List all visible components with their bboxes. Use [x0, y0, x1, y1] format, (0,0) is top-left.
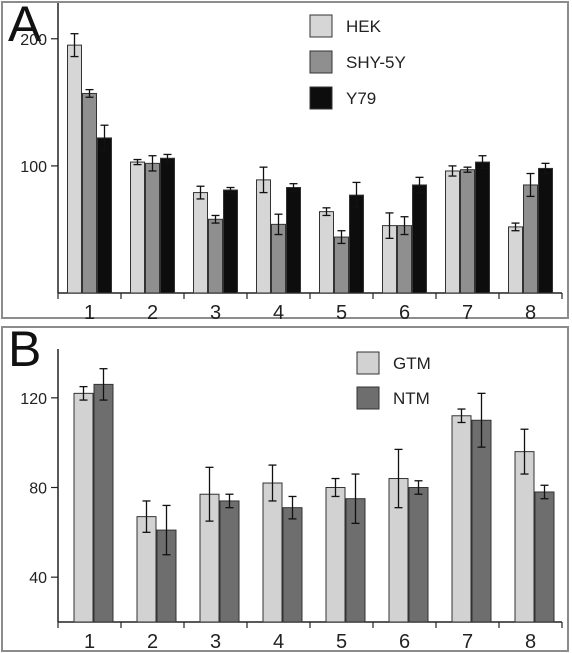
bar-shy-5y-8 [523, 184, 538, 294]
bar-shy-5y-1 [82, 92, 97, 294]
bar-hek-4 [256, 179, 271, 294]
bar-ntm-6 [408, 487, 429, 623]
bar-shy-5y-3 [208, 218, 223, 294]
y-tick-label: 40 [29, 570, 47, 587]
bar-y79-4 [286, 186, 301, 294]
x-tick-label: 7 [462, 302, 473, 324]
bar-y79-8 [538, 167, 553, 294]
bar-ntm-1 [93, 383, 114, 623]
bar-gtm-4 [262, 482, 283, 623]
x-tick-label: 4 [273, 302, 284, 324]
bar-shy-5y-5 [334, 236, 349, 294]
bar-gtm-7 [451, 415, 472, 623]
legend-label-y79: Y79 [346, 89, 376, 108]
x-tick-label: 6 [399, 302, 410, 324]
bar-ntm-7 [471, 419, 492, 623]
chart-b: 40 80 120 1 2 3 4 5 6 7 8 GTM NTM [20, 349, 563, 653]
chart-a: 100 200 1 2 3 4 5 6 7 8 HEK SHY-5Y Y79 [20, 3, 563, 324]
bar-hek-5 [319, 211, 334, 294]
bar-y79-5 [349, 194, 364, 294]
bar-hek-7 [445, 170, 460, 294]
bar-hek-8 [508, 226, 523, 294]
x-tick-label: 3 [210, 302, 221, 324]
x-tick-label: 5 [336, 302, 347, 324]
legend-label-shy-5y: SHY-5Y [346, 53, 406, 72]
y-tick-label: 120 [20, 391, 47, 408]
bar-gtm-8 [514, 451, 535, 623]
x-tick-label: 3 [210, 631, 221, 653]
bar-ntm-4 [282, 507, 303, 623]
legend-swatch-shy-5y [309, 50, 333, 74]
y-tick-label: 80 [29, 481, 47, 498]
bar-ntm-8 [534, 491, 555, 623]
bar-hek-2 [130, 161, 145, 294]
legend-swatch-y79 [309, 86, 333, 110]
x-tick-label: 1 [84, 302, 95, 324]
bar-y79-1 [97, 137, 112, 294]
bar-shy-5y-7 [460, 169, 475, 294]
x-tick-label: 7 [462, 631, 473, 653]
bar-gtm-1 [73, 392, 94, 623]
bar-gtm-5 [325, 487, 346, 623]
x-tick-label: 2 [147, 631, 158, 653]
bar-y79-3 [223, 189, 238, 294]
x-tick-label: 8 [525, 302, 536, 324]
legend-label-hek: HEK [346, 17, 382, 36]
bar-hek-1 [67, 44, 82, 294]
panel-label-b: B [8, 321, 42, 377]
legend-swatch-gtm [356, 351, 380, 375]
panel-b: B 40 80 120 1 2 3 4 5 6 7 8 GTM NTM [1, 321, 569, 653]
x-tick-label: 8 [525, 631, 536, 653]
bar-ntm-3 [219, 500, 240, 623]
y-tick-label: 200 [20, 32, 47, 49]
x-tick-label: 5 [336, 631, 347, 653]
panel-label-a: A [8, 0, 42, 52]
x-tick-label: 4 [273, 631, 284, 653]
x-tick-label: 1 [84, 631, 95, 653]
legend-swatch-hek [309, 14, 333, 38]
bar-y79-2 [160, 157, 175, 294]
bar-y79-7 [475, 161, 490, 294]
legend-label-gtm: GTM [393, 354, 431, 373]
bar-shy-5y-6 [397, 225, 412, 294]
bar-hek-3 [193, 192, 208, 294]
x-tick-label: 6 [399, 631, 410, 653]
bar-y79-6 [412, 184, 427, 294]
legend-swatch-ntm [356, 386, 380, 410]
panel-a: A 100 200 1 2 3 4 5 6 7 8 HEK SHY-5Y Y79 [1, 0, 569, 324]
bar-shy-5y-2 [145, 162, 160, 294]
y-tick-label: 100 [20, 159, 47, 176]
legend-label-ntm: NTM [393, 389, 430, 408]
x-tick-label: 2 [147, 302, 158, 324]
